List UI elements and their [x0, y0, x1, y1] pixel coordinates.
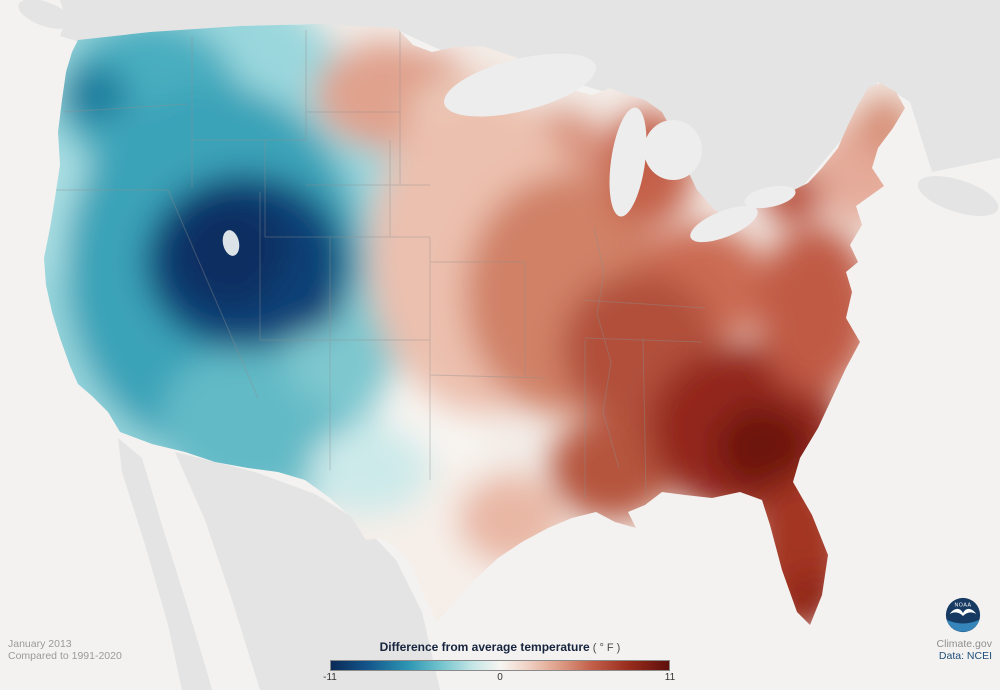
- legend-colorbar: [330, 660, 670, 671]
- data-source-label: Data: NCEI: [938, 650, 992, 662]
- noaa-logo: NOAA: [945, 597, 981, 633]
- legend-tick-labels: -11 0 11: [323, 672, 675, 685]
- credits-block: Climate.gov Data: NCEI: [937, 638, 992, 662]
- legend-title-row: Difference from average temperature( ° F…: [290, 638, 710, 656]
- legend-mid-label: 0: [497, 672, 503, 683]
- noaa-logo-text: NOAA: [954, 602, 971, 608]
- map-period-info: January 2013 Compared to 1991-2020: [8, 638, 122, 662]
- period-label: January 2013: [8, 638, 72, 650]
- mexico-landmass: [118, 438, 440, 690]
- great-lakes: [444, 53, 796, 243]
- legend-unit: ( ° F ): [592, 642, 621, 654]
- great-salt-lake: [222, 230, 240, 256]
- source-label: Climate.gov: [936, 638, 992, 650]
- legend-max-label: 11: [664, 672, 676, 683]
- canada-landmass: [18, 0, 1000, 220]
- temperature-legend: Difference from average temperature( ° F…: [290, 638, 710, 685]
- baseline-label: Compared to 1991-2020: [8, 650, 122, 662]
- legend-title: Difference from average temperature: [379, 640, 590, 654]
- state-borders: [47, 30, 706, 498]
- legend-min-label: -11: [323, 672, 337, 683]
